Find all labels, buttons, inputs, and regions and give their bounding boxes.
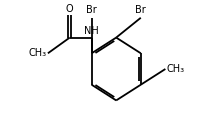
Text: CH₃: CH₃	[28, 48, 46, 58]
Text: Br: Br	[86, 5, 97, 15]
Text: CH₃: CH₃	[167, 64, 185, 74]
Text: O: O	[66, 4, 74, 14]
Text: Br: Br	[135, 5, 146, 15]
Text: NH: NH	[84, 26, 99, 36]
